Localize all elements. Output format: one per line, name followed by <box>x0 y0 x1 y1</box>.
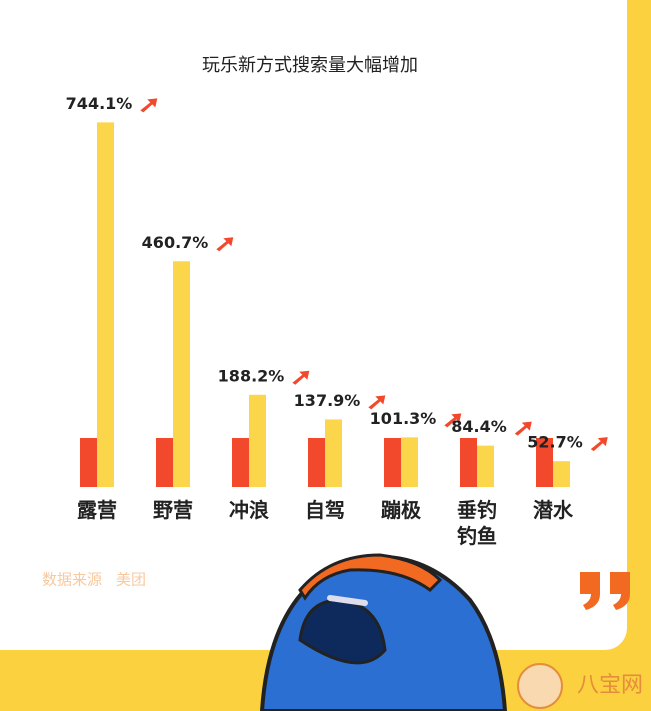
watermark-logo <box>517 663 563 709</box>
source-label: 数据来源 <box>42 571 102 589</box>
bar <box>232 438 249 487</box>
up-arrow-icon <box>514 421 532 436</box>
bar <box>156 438 173 487</box>
chart-title: 玩乐新方式搜索量大幅增加 <box>202 55 418 76</box>
bar <box>536 438 553 487</box>
bar <box>173 261 190 487</box>
value-label: 188.2% <box>218 366 285 385</box>
x-tick-label: 野营 <box>153 498 193 522</box>
up-arrow-icon <box>590 437 608 452</box>
value-label: 84.4% <box>451 417 507 436</box>
value-label: 52.7% <box>527 433 583 452</box>
x-tick-label: 露营 <box>77 498 117 522</box>
source-value: 美团 <box>116 571 146 589</box>
x-tick-label: 垂钓钓鱼 <box>457 498 497 548</box>
up-arrow-icon <box>216 237 234 252</box>
quote-mark <box>580 572 630 610</box>
bar <box>325 419 342 487</box>
value-label: 744.1% <box>66 94 133 113</box>
up-arrow-icon <box>444 413 462 428</box>
bar <box>553 461 570 487</box>
x-tick-label: 自驾 <box>305 498 345 522</box>
value-label: 460.7% <box>142 233 209 252</box>
bar <box>384 438 401 487</box>
value-label: 101.3% <box>370 409 437 428</box>
watermark: 八宝网 <box>577 673 643 698</box>
x-tick-label: 冲浪 <box>229 498 269 522</box>
value-label: 137.9% <box>294 391 361 410</box>
tent-illustration <box>259 553 508 711</box>
bar <box>80 438 97 487</box>
up-arrow-icon <box>140 98 158 113</box>
bar <box>308 438 325 487</box>
bar <box>401 437 418 487</box>
bar <box>477 445 494 487</box>
x-tick-label: 蹦极 <box>381 498 421 522</box>
up-arrow-icon <box>368 395 386 410</box>
x-tick-label: 潜水 <box>533 498 573 522</box>
bar <box>249 394 266 487</box>
bar <box>97 122 114 488</box>
bar <box>460 438 477 487</box>
up-arrow-icon <box>292 370 310 385</box>
